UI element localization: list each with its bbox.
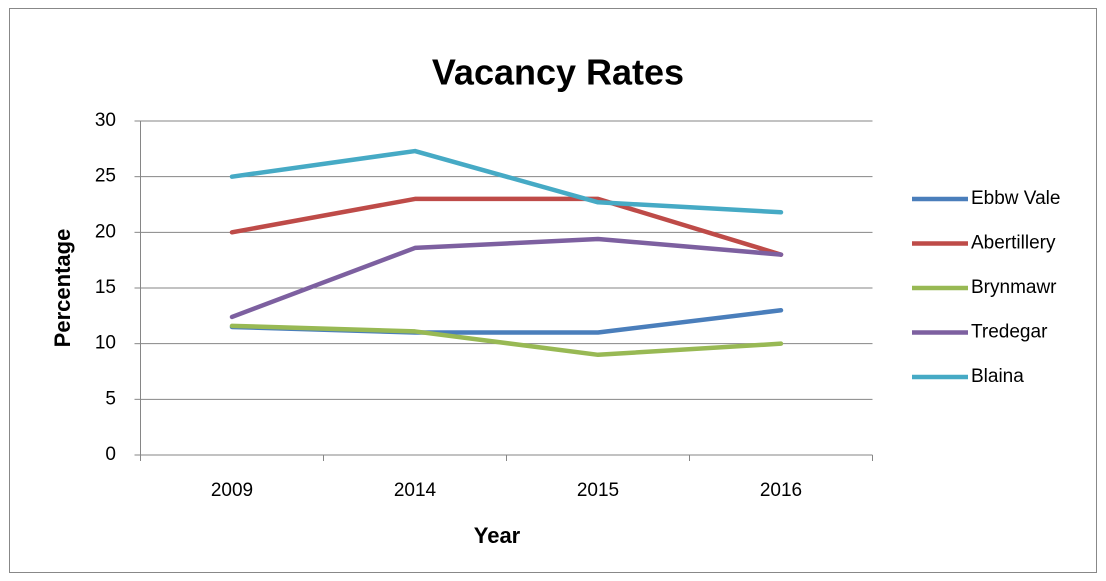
series-line [229, 148, 784, 215]
series-line [229, 323, 784, 358]
y-tick-label: 15 [95, 277, 116, 298]
y-tick-label: 25 [95, 166, 116, 187]
y-axis-label: Percentage [50, 229, 75, 348]
legend-label: Blaina [971, 366, 1024, 387]
x-axis-label: Year [474, 523, 521, 548]
y-tick-label: 5 [105, 388, 116, 409]
x-tick-label: 2016 [760, 480, 802, 501]
y-tick-label: 30 [95, 110, 116, 131]
y-tick-label: 20 [95, 221, 116, 242]
series-line [229, 236, 784, 320]
y-tick-label: 10 [95, 333, 116, 354]
x-tick-label: 2015 [577, 480, 619, 501]
legend-label: Brynmawr [971, 277, 1057, 298]
series-line [229, 196, 784, 257]
legend-label: Abertillery [971, 233, 1056, 254]
x-tick-label: 2009 [211, 480, 253, 501]
x-tick-label: 2014 [394, 480, 437, 501]
y-tick-label: 0 [105, 444, 116, 465]
legend-label: Ebbw Vale [971, 188, 1060, 209]
legend-label: Tredegar [971, 322, 1048, 343]
chart-border [9, 8, 1097, 573]
chart-title: Vacancy Rates [432, 52, 684, 93]
